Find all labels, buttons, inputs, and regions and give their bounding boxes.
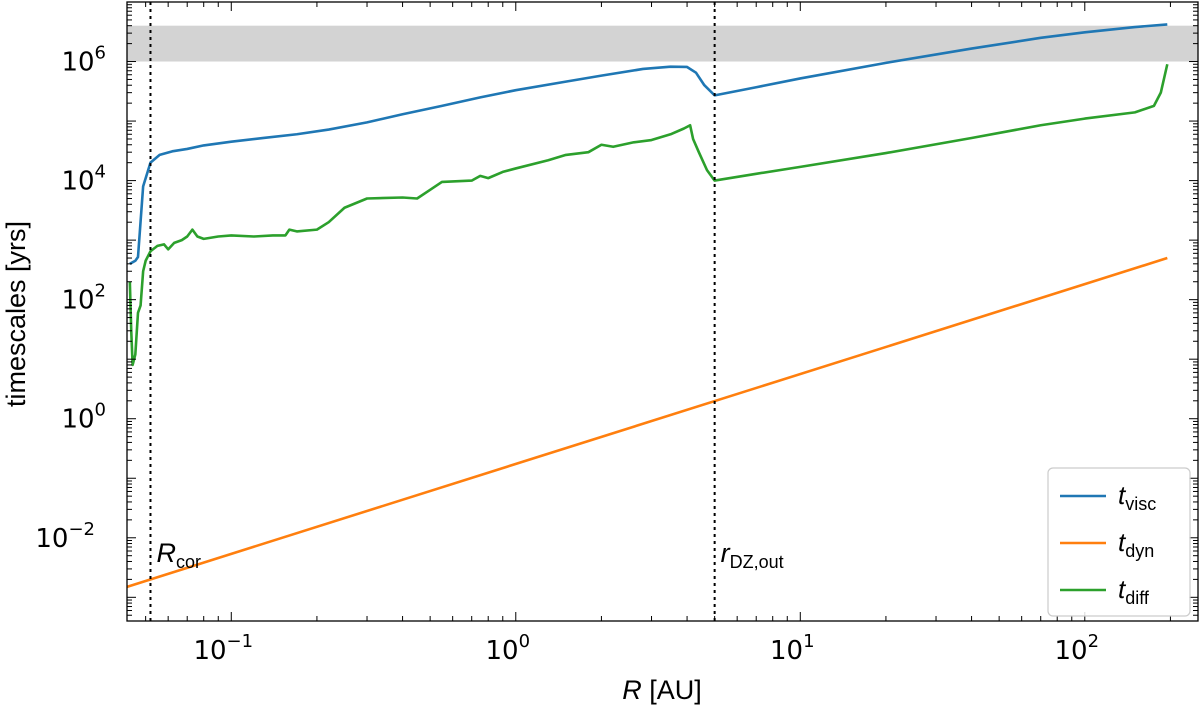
x-tick-base: 10 (1055, 636, 1088, 666)
vertical-line-label-1: rDZ,out (721, 538, 784, 572)
legend-main: t (1118, 574, 1127, 604)
x-tick-exponent: 1 (803, 631, 814, 652)
legend-subscript: visc (1125, 494, 1156, 514)
y-tick-base: 10 (61, 167, 94, 197)
legend-main: t (1118, 527, 1127, 557)
legend-subscript: dyn (1125, 541, 1154, 561)
x-tick-base: 10 (770, 636, 803, 666)
y-tick-base: 10 (61, 405, 94, 435)
annot-subscript: DZ,out (730, 552, 784, 572)
y-tick-exponent: 2 (95, 281, 106, 302)
x-tick-label: 101 (770, 631, 815, 666)
y-tick-exponent: −2 (68, 519, 95, 540)
y-tick-base: 10 (61, 286, 94, 316)
series-line-dyn (127, 256, 1168, 589)
axes-frame (126, 1, 1199, 622)
shaded-band (127, 25, 1198, 62)
legend-label-diff: tdiff (1118, 574, 1150, 608)
series-line-visc (129, 23, 1168, 265)
y-tick-label: 106 (61, 43, 106, 78)
x-tick-base: 10 (486, 636, 519, 666)
x-tick-exponent: 0 (519, 631, 530, 652)
x-tick-label: 100 (486, 631, 531, 666)
x-tick-exponent: 2 (1088, 631, 1099, 652)
x-tick-label: 102 (1055, 631, 1100, 666)
annot-main: R (156, 538, 176, 568)
y-tick-label: 102 (61, 281, 106, 316)
y-tick-exponent: 0 (95, 400, 106, 421)
y-tick-label: 100 (61, 400, 106, 435)
annot-subscript: cor (176, 552, 201, 572)
series-line-diff (128, 63, 1169, 367)
y-tick-base: 10 (61, 48, 94, 78)
y-tick-exponent: 6 (95, 43, 106, 64)
legend-label-visc: tvisc (1118, 480, 1156, 514)
legend-box (1047, 467, 1191, 617)
y-axis-label: timescales [yrs] (1, 221, 31, 407)
vertical-line-label-0: Rcor (156, 538, 201, 572)
y-tick-exponent: 4 (95, 162, 106, 183)
annotations: Rcor rDZ,out (156, 538, 783, 572)
legend-main: t (1118, 480, 1127, 510)
legend-label-dyn: tdyn (1118, 527, 1154, 561)
annot-main: r (721, 538, 731, 568)
x-tick-label: 10−1 (193, 631, 253, 666)
y-tick-base: 10 (35, 524, 68, 554)
y-tick-label: 104 (61, 162, 106, 197)
x-tick-base: 10 (193, 636, 226, 666)
plot-area (127, 2, 1198, 621)
plot-border (126, 1, 1199, 622)
legend-subscript: diff (1125, 588, 1150, 608)
y-tick-label: 10−2 (35, 519, 95, 554)
x-axis-label: R [AU] (622, 675, 702, 705)
x-tick-exponent: −1 (227, 631, 254, 652)
